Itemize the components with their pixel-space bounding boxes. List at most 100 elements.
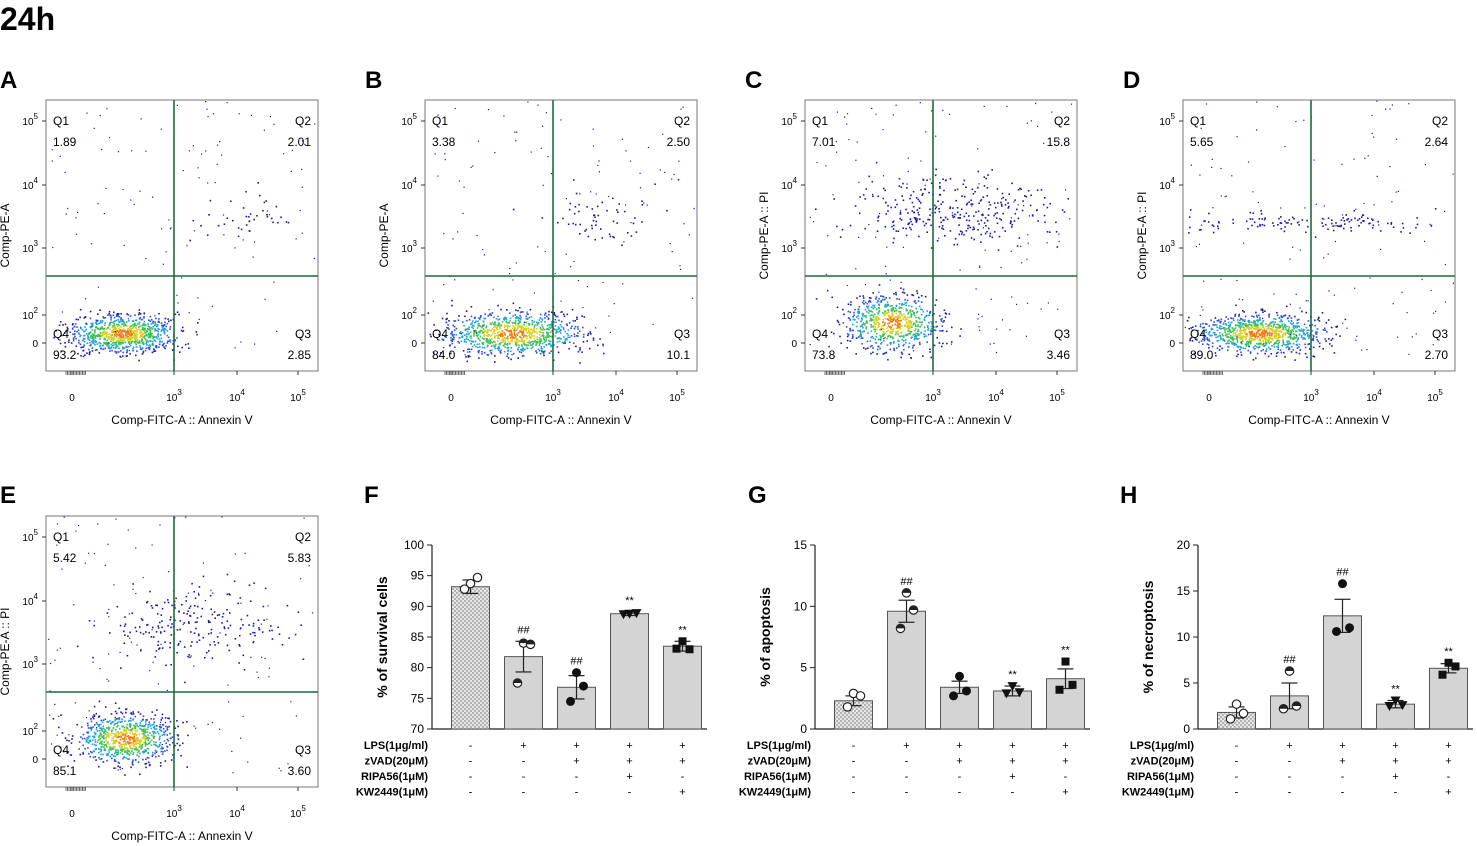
event-dot: [91, 347, 94, 349]
event-dot: [457, 231, 459, 233]
event-dot: [876, 316, 879, 318]
event-dot: [247, 216, 250, 218]
event-dot: [1266, 334, 1268, 337]
event-dot: [916, 338, 918, 341]
event-dot: [934, 208, 937, 210]
event-dot: [1274, 318, 1277, 320]
event-dot: [875, 316, 878, 318]
event-dot: [158, 338, 161, 340]
event-dot: [142, 725, 144, 727]
event-dot: [1286, 329, 1288, 332]
event-dot: [1297, 337, 1300, 340]
event-dot: [555, 321, 557, 323]
event-dot: [82, 337, 85, 340]
event-dot: [458, 337, 461, 339]
event-dot: [1293, 328, 1295, 330]
event-dot: [121, 320, 124, 323]
tick-base: 10: [781, 311, 793, 322]
tick-exponent: 2: [1171, 306, 1176, 315]
event-dot: [1197, 333, 1199, 335]
event-dot: [872, 326, 874, 328]
tick-base: 10: [1159, 181, 1171, 192]
event-dot: [1312, 337, 1315, 339]
event-dot: [577, 350, 580, 353]
event-dot: [123, 738, 125, 741]
event-dot: [113, 320, 115, 323]
event-dot: [1037, 220, 1039, 222]
event-dot: [152, 335, 155, 338]
event-dot: [647, 146, 650, 149]
event-dot: [848, 317, 851, 320]
event-dot: [560, 119, 562, 121]
event-dot: [1350, 230, 1353, 232]
event-dot: [83, 338, 86, 340]
event-dot: [988, 201, 990, 203]
event-dot: [103, 317, 105, 319]
event-dot: [140, 334, 143, 336]
event-dot: [938, 342, 941, 344]
event-dot: [1348, 220, 1351, 223]
event-dot: [939, 330, 941, 332]
event-dot: [553, 312, 555, 314]
event-dot: [1443, 210, 1446, 212]
event-dot: [1010, 250, 1012, 252]
event-dot: [443, 284, 445, 286]
event-dot: [530, 334, 533, 337]
event-dot: [477, 334, 480, 336]
event-dot: [877, 215, 880, 218]
event-dot: [154, 324, 156, 327]
event-dot: [113, 327, 116, 330]
tick-base: 0: [828, 393, 834, 404]
event-dot: [112, 338, 115, 340]
event-dot: [115, 352, 118, 354]
event-dot: [877, 322, 880, 324]
event-dot: [1291, 329, 1294, 331]
event-dot: [1017, 217, 1020, 220]
event-dot: [1309, 324, 1311, 327]
event-dot: [1276, 326, 1279, 329]
event-dot: [557, 326, 560, 328]
event-dot: [1252, 191, 1254, 193]
event-dot: [95, 334, 98, 337]
event-dot: [1203, 338, 1206, 340]
event-dot: [1255, 326, 1258, 329]
event-dot: [189, 239, 191, 242]
event-dot: [878, 284, 881, 286]
y-tick-label: 103: [1159, 239, 1175, 255]
event-dot: [123, 324, 125, 326]
event-dot: [1291, 323, 1293, 325]
event-dot: [860, 335, 862, 338]
event-dot: [986, 194, 988, 197]
event-dot: [1214, 324, 1216, 326]
event-dot: [955, 199, 957, 202]
event-dot: [525, 325, 528, 328]
event-dot: [1055, 221, 1057, 224]
event-dot: [234, 247, 236, 249]
event-dot: [489, 339, 491, 341]
event-dot: [1277, 323, 1279, 326]
event-dot: [125, 332, 127, 334]
event-dot: [1067, 198, 1070, 200]
event-dot: [470, 335, 472, 337]
event-dot: [1317, 317, 1320, 319]
event-dot: [827, 235, 829, 237]
event-dot: [911, 313, 913, 316]
event-dot: [971, 188, 974, 191]
event-dot: [147, 325, 150, 328]
event-dot: [533, 335, 536, 337]
event-dot: [1292, 330, 1295, 333]
event-dot: [953, 215, 956, 218]
event-dot: [145, 347, 147, 350]
event-dot: [918, 341, 921, 344]
event-dot: [532, 330, 535, 333]
event-dot: [874, 325, 877, 328]
event-dot: [1241, 329, 1244, 332]
event-dot: [1203, 326, 1205, 329]
event-dot: [519, 336, 522, 339]
event-dot: [1273, 332, 1276, 335]
event-dot: [63, 332, 66, 334]
event-dot: [876, 308, 878, 311]
event-dot: [1434, 208, 1437, 210]
event-dot: [887, 205, 889, 207]
